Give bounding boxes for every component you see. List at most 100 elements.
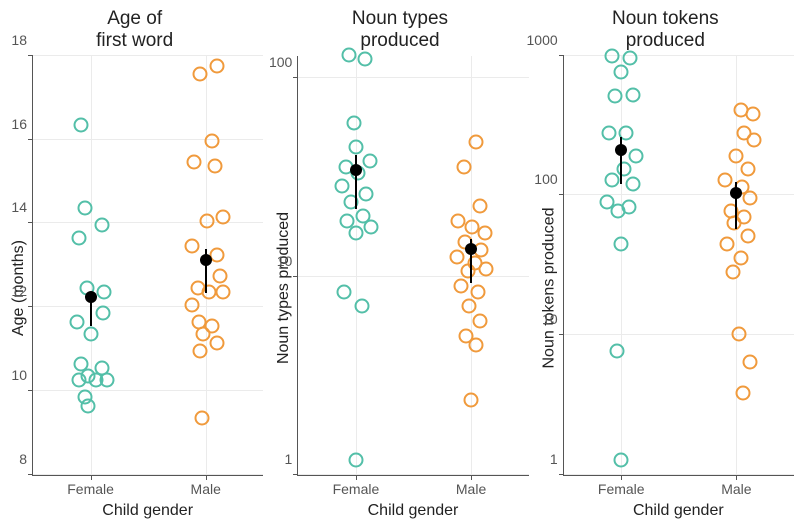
x-axis-label: Child gender: [563, 502, 794, 520]
data-point: [97, 285, 112, 300]
data-point: [614, 453, 629, 468]
summary-mean-dot: [350, 164, 362, 176]
data-point: [477, 225, 492, 240]
data-point: [473, 199, 488, 214]
gridline: [33, 55, 263, 56]
y-tick-label: 1000: [527, 32, 564, 48]
data-point: [725, 265, 740, 280]
gridline: [621, 56, 622, 475]
data-point: [216, 285, 231, 300]
summary-mean-dot: [85, 291, 97, 303]
plot-area: 110100FemaleMale: [297, 56, 528, 476]
gridline: [564, 334, 794, 335]
data-point: [74, 117, 89, 132]
data-point: [473, 314, 488, 329]
gridline: [33, 306, 263, 307]
x-tick-label: Female: [598, 475, 645, 497]
y-tick-label: 14: [11, 199, 33, 215]
data-point: [731, 326, 746, 341]
data-point: [207, 159, 222, 174]
data-point: [623, 51, 638, 66]
data-point: [342, 48, 357, 63]
x-axis-label: Child gender: [297, 502, 528, 520]
data-point: [212, 268, 227, 283]
x-tick-label: Female: [333, 475, 380, 497]
data-point: [614, 64, 629, 79]
data-point: [192, 67, 207, 82]
summary-mean-dot: [730, 187, 742, 199]
data-point: [746, 132, 761, 147]
x-tick-label: Female: [67, 475, 114, 497]
data-point: [625, 87, 640, 102]
data-point: [362, 154, 377, 169]
data-point: [605, 173, 620, 188]
data-point: [346, 116, 361, 131]
data-point: [72, 230, 87, 245]
data-point: [479, 261, 494, 276]
data-point: [204, 134, 219, 149]
data-point: [629, 148, 644, 163]
x-axis-label: Child gender: [32, 502, 263, 520]
chart-panel-age: Age of first wordAge (months)81012141618…: [6, 8, 263, 520]
data-point: [461, 298, 476, 313]
data-point: [363, 219, 378, 234]
data-point: [81, 398, 96, 413]
data-point: [192, 343, 207, 358]
data-point: [450, 250, 465, 265]
data-point: [464, 393, 479, 408]
y-tick-label: 1: [285, 451, 299, 467]
data-point: [614, 237, 629, 252]
data-point: [605, 48, 620, 63]
data-point: [453, 279, 468, 294]
data-point: [81, 369, 96, 384]
y-tick-label: 16: [11, 116, 33, 132]
data-point: [196, 327, 211, 342]
data-point: [601, 125, 616, 140]
data-point: [610, 204, 625, 219]
data-point: [460, 263, 475, 278]
data-point: [83, 327, 98, 342]
data-point: [184, 297, 199, 312]
data-point: [743, 355, 758, 370]
summary-mean-dot: [465, 243, 477, 255]
data-point: [348, 225, 363, 240]
panel-title: Age of first word: [6, 8, 263, 52]
y-tick-label: 18: [11, 32, 33, 48]
y-tick-label: 8: [19, 451, 33, 467]
y-tick-label: 12: [11, 283, 33, 299]
data-point: [740, 229, 755, 244]
data-point: [96, 306, 111, 321]
data-point: [348, 453, 363, 468]
data-point: [743, 190, 758, 205]
data-point: [95, 218, 110, 233]
data-point: [609, 344, 624, 359]
gridline: [298, 77, 528, 78]
plot-area: 81012141618FemaleMale: [32, 56, 263, 476]
gridline: [298, 276, 528, 277]
y-tick-label: 1: [550, 451, 564, 467]
data-point: [99, 373, 114, 388]
data-point: [717, 173, 732, 188]
data-point: [727, 215, 742, 230]
x-tick-label: Male: [456, 475, 486, 497]
data-point: [199, 214, 214, 229]
data-point: [195, 411, 210, 426]
data-point: [736, 386, 751, 401]
data-point: [354, 298, 369, 313]
data-point: [216, 209, 231, 224]
data-point: [729, 148, 744, 163]
data-point: [335, 179, 350, 194]
y-axis-label: Noun tokens produced: [541, 207, 559, 368]
y-tick-label: 10: [11, 367, 33, 383]
data-point: [210, 247, 225, 262]
data-point: [745, 106, 760, 121]
data-point: [616, 162, 631, 177]
y-axis-label: Noun types produced: [275, 212, 293, 364]
summary-mean-dot: [200, 254, 212, 266]
data-point: [184, 239, 199, 254]
data-point: [625, 176, 640, 191]
data-point: [720, 237, 735, 252]
data-point: [337, 285, 352, 300]
data-point: [77, 201, 92, 216]
data-point: [358, 52, 373, 67]
